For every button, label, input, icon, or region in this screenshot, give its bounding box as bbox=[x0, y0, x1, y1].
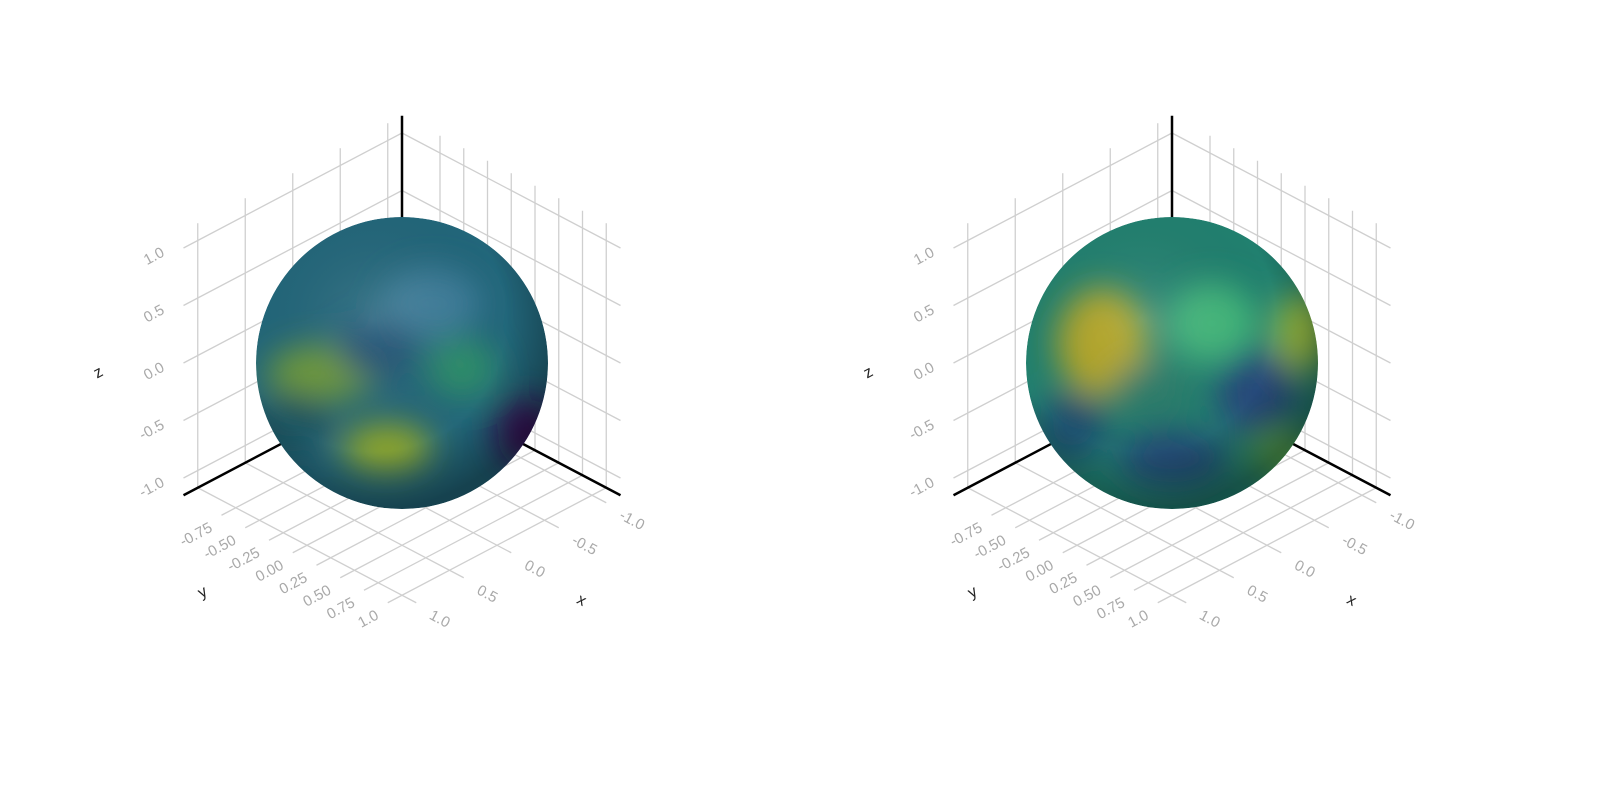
tick-label: -0.5 bbox=[1339, 532, 1370, 559]
grid-line bbox=[363, 474, 583, 591]
tick-label: -1.0 bbox=[617, 507, 648, 534]
tick-label: 0.0 bbox=[911, 359, 937, 384]
tick-label: 0.0 bbox=[522, 557, 548, 582]
grid-line bbox=[401, 189, 621, 307]
tick-label: 0.5 bbox=[911, 302, 937, 327]
tick-label: 1.0 bbox=[1197, 607, 1223, 632]
grid-line bbox=[1133, 474, 1353, 591]
chart-3d: -1.0-0.50.00.51.0-0.75-0.50-0.250.000.25… bbox=[861, 115, 1418, 632]
surface bbox=[1026, 217, 1318, 509]
tick-label: 0.5 bbox=[1244, 582, 1270, 607]
tick-label: 1.0 bbox=[911, 244, 937, 269]
surface-shade bbox=[256, 217, 548, 509]
grid-line bbox=[1171, 189, 1391, 307]
axis-label: y bbox=[965, 583, 980, 602]
grid-line bbox=[339, 462, 560, 579]
grid-line bbox=[1109, 462, 1330, 579]
tick-label: 0.5 bbox=[474, 582, 500, 607]
axis-label: x bbox=[574, 591, 589, 610]
axis-label: x bbox=[1344, 591, 1359, 610]
grid-line bbox=[183, 132, 403, 249]
grid-line bbox=[953, 189, 1173, 307]
tick-label: 0.5 bbox=[141, 302, 167, 327]
grid-line bbox=[1157, 487, 1377, 604]
tick-label: 1.0 bbox=[141, 244, 167, 269]
tick-label: 1.0 bbox=[1125, 607, 1151, 632]
tick-label: 0.0 bbox=[1292, 557, 1318, 582]
tick-label: 0.0 bbox=[141, 359, 167, 384]
tick-label: -1.0 bbox=[136, 474, 167, 501]
surface-shade bbox=[1026, 217, 1318, 509]
axis-label: z bbox=[861, 363, 876, 382]
grid-line bbox=[953, 132, 1173, 249]
axis-label: z bbox=[91, 363, 106, 382]
surface bbox=[256, 217, 548, 509]
grid-line bbox=[387, 487, 607, 604]
tick-label: -0.5 bbox=[569, 532, 600, 559]
tick-label: 1.0 bbox=[355, 607, 381, 632]
tick-label: -1.0 bbox=[906, 474, 937, 501]
tick-label: -1.0 bbox=[1387, 507, 1418, 534]
chart-3d: -1.0-0.50.00.51.0-0.75-0.50-0.250.000.25… bbox=[91, 115, 648, 632]
grid-line bbox=[183, 189, 403, 307]
grid-line bbox=[1171, 132, 1391, 249]
axis-label: y bbox=[195, 583, 210, 602]
tick-label: -0.5 bbox=[136, 417, 167, 444]
grid-line bbox=[401, 132, 621, 249]
tick-label: -0.5 bbox=[906, 417, 937, 444]
tick-label: 1.0 bbox=[427, 607, 453, 632]
